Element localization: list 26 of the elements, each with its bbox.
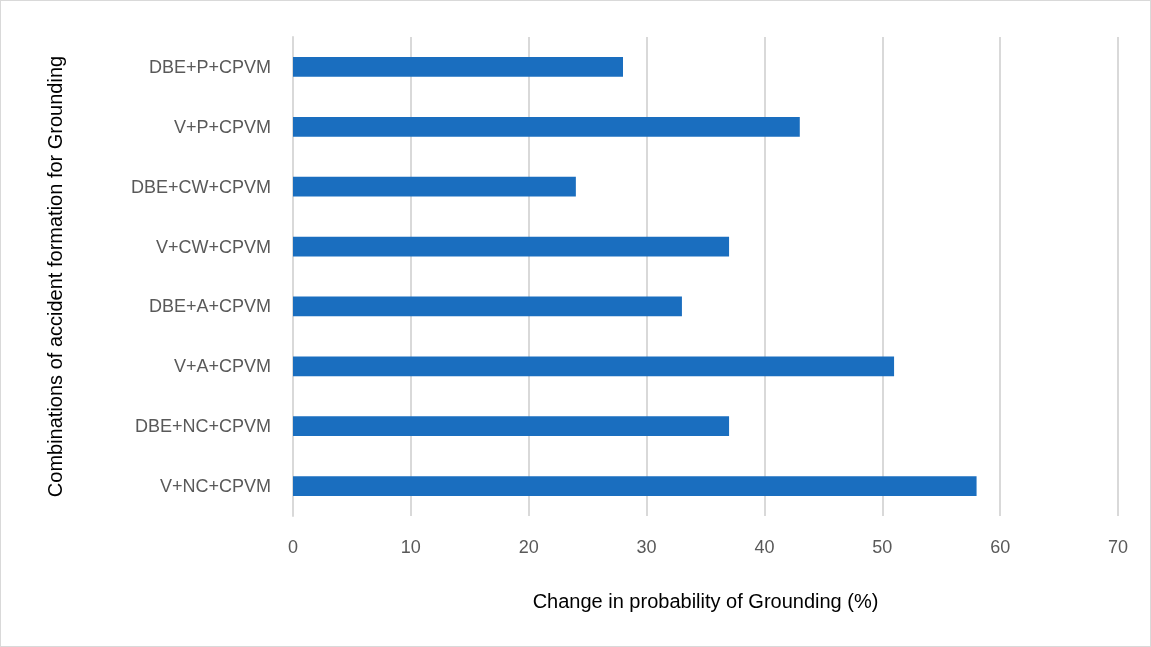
y-tick-label: V+CW+CPVM (155, 236, 271, 257)
y-axis-title: Combinations of accident formation for Grounding (44, 55, 66, 498)
bar (293, 236, 730, 257)
bar (293, 57, 623, 77)
bar (293, 476, 977, 496)
x-tick-label: 30 (636, 537, 657, 557)
x-axis-title: Change in probability of Grounding (%) (532, 590, 879, 612)
x-tick-label: 10 (400, 537, 421, 557)
y-tick-label: V+NC+CPVM (159, 476, 271, 497)
x-tick-label: 40 (754, 537, 775, 557)
y-tick-label: DBE+NC+CPVM (134, 416, 271, 437)
y-tick-label: DBE+P+CPVM (148, 56, 271, 77)
x-tick-label: 70 (1107, 537, 1129, 557)
bar (293, 356, 895, 377)
y-tick-label: V+P+CPVM (173, 116, 271, 137)
x-tick-label: 50 (872, 537, 893, 557)
bar (293, 416, 730, 437)
y-tick-label: V+A+CPVM (173, 356, 271, 377)
x-tick-label: 20 (518, 537, 539, 557)
bar (293, 116, 800, 137)
y-tick-label: DBE+CW+CPVM (130, 176, 271, 197)
x-tick-label: 60 (990, 537, 1011, 557)
x-tick-label: 0 (287, 537, 299, 557)
y-tick-label: DBE+A+CPVM (148, 296, 271, 317)
bar (293, 296, 682, 317)
bar (293, 176, 576, 197)
